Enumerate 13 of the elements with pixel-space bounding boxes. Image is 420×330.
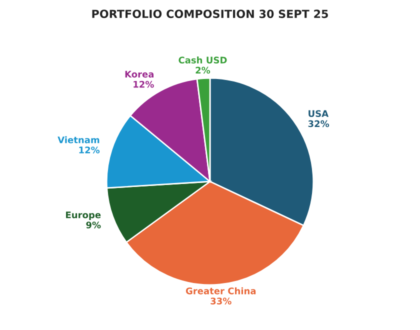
slice-label: Europe	[66, 212, 101, 220]
slice-label: Vietnam	[58, 136, 100, 144]
slice-label: USA	[308, 110, 329, 118]
slice-label: Korea	[125, 70, 154, 78]
slice-label: Cash USD	[178, 56, 227, 64]
data-label: 12%	[79, 146, 100, 154]
data-label: 2%	[196, 66, 210, 74]
data-label: 9%	[86, 222, 101, 228]
data-label: 33%	[210, 298, 232, 304]
chart-title: PORTFOLIO COMPOSITION 30 SEPT 25	[92, 10, 328, 18]
data-label: 32%	[308, 120, 330, 128]
data-label: 12%	[134, 80, 154, 88]
slice-label: Greater China	[186, 287, 256, 294]
